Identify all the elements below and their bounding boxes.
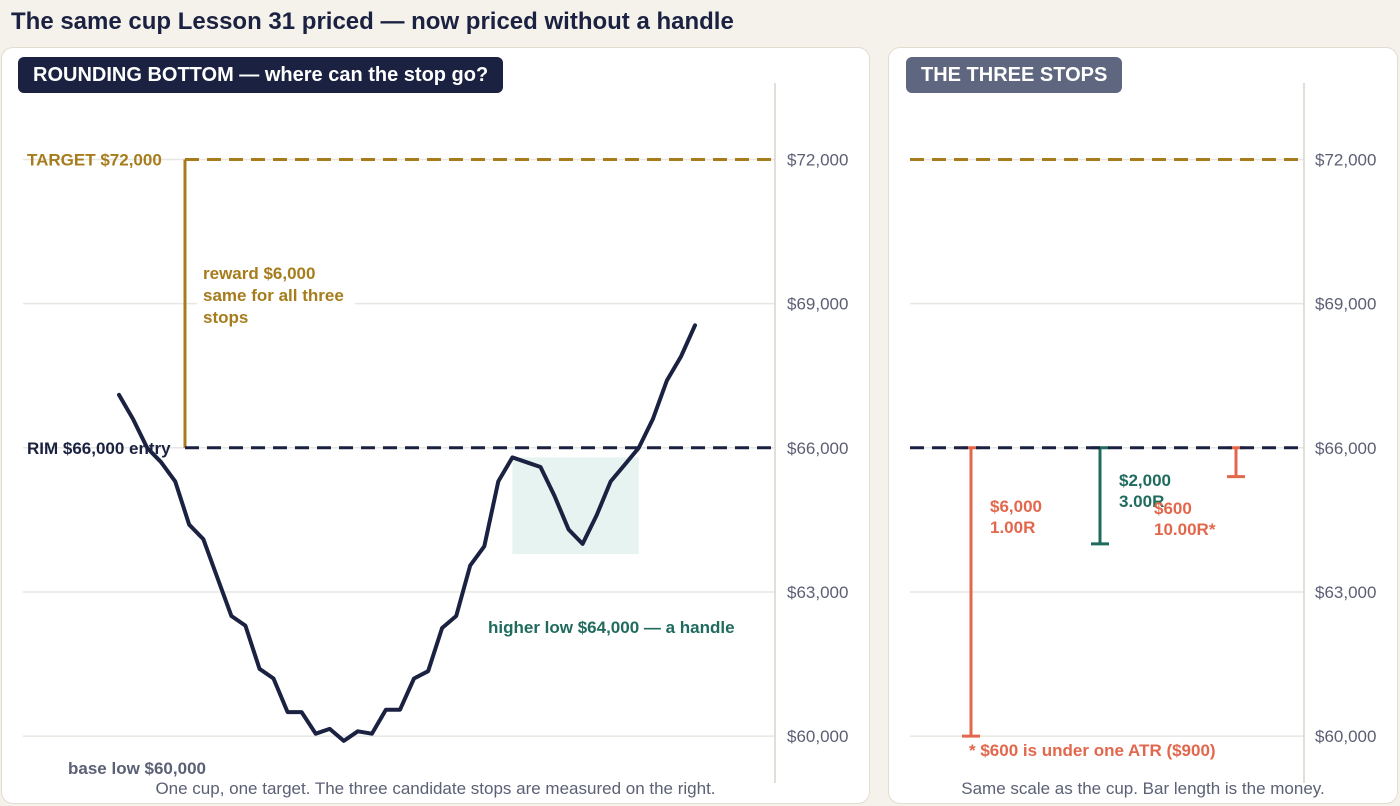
price-line <box>117 323 697 743</box>
y-tick-label: $69,000 <box>1315 295 1376 314</box>
page-title: The same cup Lesson 31 priced — now pric… <box>11 8 734 35</box>
stop-risk-label: $2,000 <box>1119 471 1171 490</box>
reward-label-line: reward $6,000 <box>203 264 315 283</box>
y-tick-label: $72,000 <box>787 150 848 169</box>
stops-chart-title: THE THREE STOPS <box>906 57 1123 93</box>
y-tick-label: $60,000 <box>787 727 848 746</box>
y-tick-label: $63,000 <box>787 583 848 602</box>
stop-r-label: 10.00R* <box>1154 520 1216 539</box>
stops-chart-caption: Same scale as the cup. Bar length is the… <box>961 779 1325 798</box>
reward-label-line: stops <box>203 308 248 327</box>
y-tick-label: $66,000 <box>1315 439 1376 458</box>
handle-label: higher low $64,000 — a handle <box>488 618 735 637</box>
target-label: TARGET $72,000 <box>27 150 162 169</box>
reward-label-line: same for all three <box>203 286 344 305</box>
stops-chart-panel: $72,000 $69,000 $66,000 $63,000 $60,000 $6,0… <box>888 47 1398 804</box>
y-tick-label: $63,000 <box>1315 583 1376 602</box>
cup-chart: $72,000 $69,000 $66,000 $63,000 $60,000 TARG… <box>23 83 848 783</box>
stop-bar-2: $2,000 3.00R <box>1091 446 1171 546</box>
y-tick-label: $72,000 <box>1315 150 1376 169</box>
cup-chart-panel: $72,000 $69,000 $66,000 $63,000 $60,000 TARG… <box>1 47 870 804</box>
reward-label-bg <box>197 258 355 328</box>
cup-chart-title: ROUNDING BOTTOM — where can the stop go? <box>18 57 504 93</box>
cup-chart-caption: One cup, one target. The three candidate… <box>155 779 716 798</box>
y-tick-label: $69,000 <box>787 295 848 314</box>
stop-r-label: 1.00R <box>990 518 1035 537</box>
stop-r-label: 3.00R <box>1119 492 1164 511</box>
stop-risk-label: $600 <box>1154 499 1192 518</box>
base-label: base low $60,000 <box>68 759 206 778</box>
y-tick-label: $60,000 <box>1315 727 1376 746</box>
stop-bar-1: $6,000 1.00R <box>962 446 1042 738</box>
stops-footnote: * $600 is under one ATR ($900) <box>969 741 1216 760</box>
stop-bar-3: $600 10.00R* <box>1154 446 1245 539</box>
stop-risk-label: $6,000 <box>990 497 1042 516</box>
y-tick-label: $66,000 <box>787 439 848 458</box>
rim-label: RIM $66,000 entry <box>27 439 171 458</box>
stops-chart: $72,000 $69,000 $66,000 $63,000 $60,000 $6,0… <box>910 83 1376 783</box>
